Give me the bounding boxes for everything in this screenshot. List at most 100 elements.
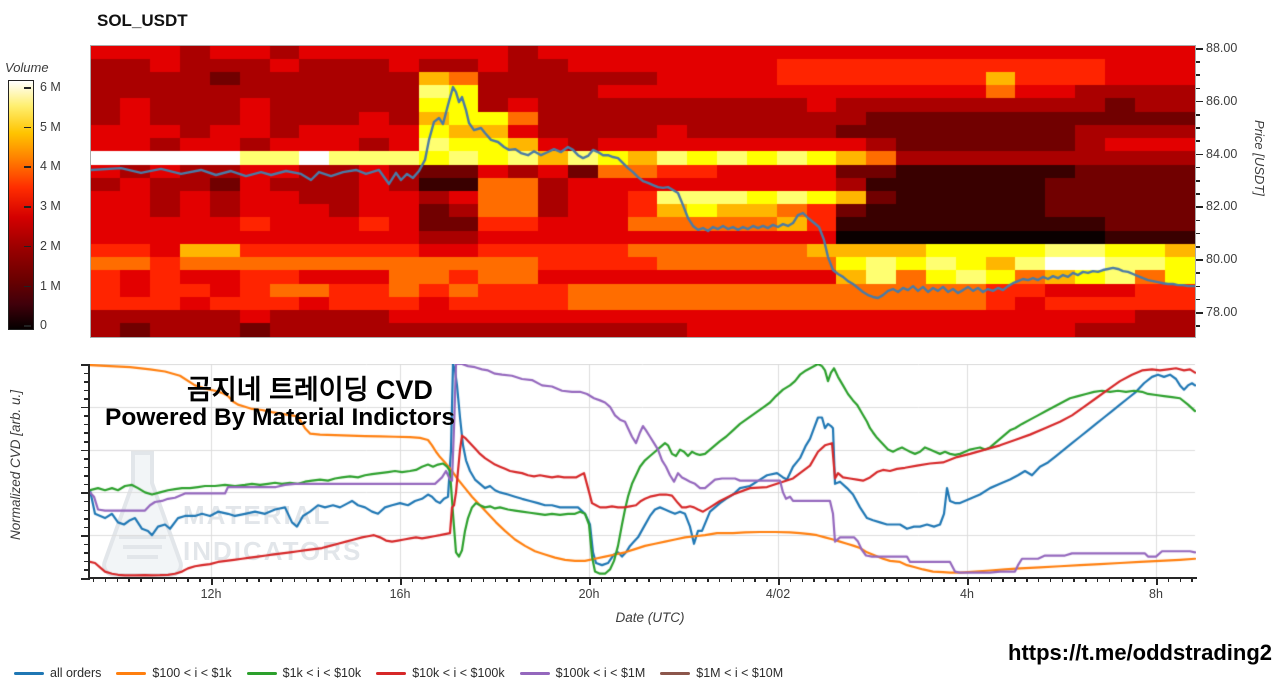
cvd-minor-tick [84,475,88,477]
x-minor-tick [151,579,154,582]
colorbar-tick-label: 4 M [40,159,61,174]
x-minor-tick [742,579,745,582]
x-minor-tick [825,579,827,582]
price-major-tick [1196,259,1203,261]
x-minor-tick [518,579,520,582]
x-minor-tick [258,579,260,582]
colorbar-tick-label: 1 M [40,278,61,293]
x-minor-tick [175,579,178,582]
legend-label: $1k < i < $10k [282,666,362,680]
colorbar-tick [24,87,31,89]
price-minor-tick [1196,140,1200,142]
x-minor-tick [1167,579,1170,582]
cvd-minor-tick [84,423,88,426]
x-minor-tick [364,579,367,582]
x-axis-label: Date (UTC) [615,610,685,625]
x-minor-tick [128,579,130,582]
cvd-major-tick [81,449,88,452]
legend-item: all orders [14,666,101,680]
cvd-minor-tick [84,415,88,417]
x-minor-tick [1132,579,1134,582]
price-tick-label: 86.00 [1206,93,1238,108]
colorbar-tick-label: 3 M [40,199,61,214]
price-major-tick [1196,153,1203,156]
telegram-url-text: https://t.me/oddstrading2 [1008,640,1272,665]
x-major-tick [967,579,969,585]
x-minor-tick [234,579,237,582]
cvd-minor-tick [84,518,88,520]
x-minor-tick [730,579,733,582]
colorbar-tick [24,325,31,327]
x-minor-tick [872,579,874,582]
price-minor-tick [1196,166,1200,169]
x-minor-tick [116,579,118,582]
chart-title: SOL_USDT [97,11,188,30]
x-minor-tick [907,579,910,582]
x-minor-tick [423,579,426,582]
colorbar-tick [24,245,31,248]
x-minor-tick [577,579,579,582]
x-minor-tick [718,579,721,582]
price-minor-tick [1196,285,1200,288]
x-minor-tick [270,579,272,582]
x-minor-tick [683,579,685,582]
x-minor-tick [1061,579,1063,582]
x-minor-tick [1120,579,1123,582]
legend-line-swatch [519,671,550,675]
x-minor-tick [435,579,437,582]
price-major-tick [1196,312,1203,314]
x-minor-tick [931,579,934,582]
x-minor-tick [648,579,650,582]
x-minor-tick [612,579,615,582]
legend-label: $10k < i < $100k [412,666,505,680]
legend-label: $100k < i < $1M [555,666,646,680]
x-minor-tick [1037,579,1040,582]
x-minor-tick [388,579,390,582]
price-minor-tick [1196,246,1200,248]
price-minor-tick [1196,127,1200,129]
x-minor-tick [837,579,839,582]
x-minor-tick [636,579,638,582]
x-minor-tick [813,579,815,582]
x-major-tick [778,579,780,585]
colorbar-tick [24,166,31,168]
cvd-major-tick [81,535,88,537]
x-minor-tick [305,579,307,582]
x-major-tick [1156,579,1158,585]
price-minor-tick [1196,298,1200,301]
orderbook-heatmap-canvas [91,46,1195,337]
x-minor-tick [553,579,556,582]
x-minor-tick [695,579,697,582]
cvd-major-tick [81,492,88,494]
x-minor-tick [1191,579,1193,582]
price-major-tick [1196,100,1203,103]
price-minor-tick [1196,325,1200,327]
x-minor-tick [541,579,544,582]
x-minor-tick [978,579,981,582]
orderbook-heatmap-panel [90,45,1196,338]
legend-line-swatch [246,671,277,675]
colorbar-tick-label: 5 M [40,119,61,134]
x-minor-tick [754,579,756,582]
x-minor-tick [352,579,355,582]
colorbar-tick [24,126,31,129]
colorbar-tick-label: 2 M [40,238,61,253]
cvd-major-tick [81,406,88,409]
x-minor-tick [671,579,674,582]
cvd-major-tick [81,578,88,580]
legend-label: $100 < i < $1k [152,666,232,680]
x-minor-tick [860,579,863,582]
x-minor-tick [529,579,532,582]
x-minor-tick [624,579,626,582]
x-minor-tick [896,579,898,582]
x-minor-tick [801,579,804,582]
cvd-minor-tick [84,483,88,486]
cvd-minor-tick [84,509,88,512]
cvd-minor-tick [84,543,88,546]
x-minor-tick [340,579,343,582]
price-tick-label: 80.00 [1206,252,1238,267]
x-minor-tick [565,579,567,582]
price-tick-label: 82.00 [1206,199,1238,214]
price-minor-tick [1196,114,1200,116]
colorbar-tick [24,206,31,208]
